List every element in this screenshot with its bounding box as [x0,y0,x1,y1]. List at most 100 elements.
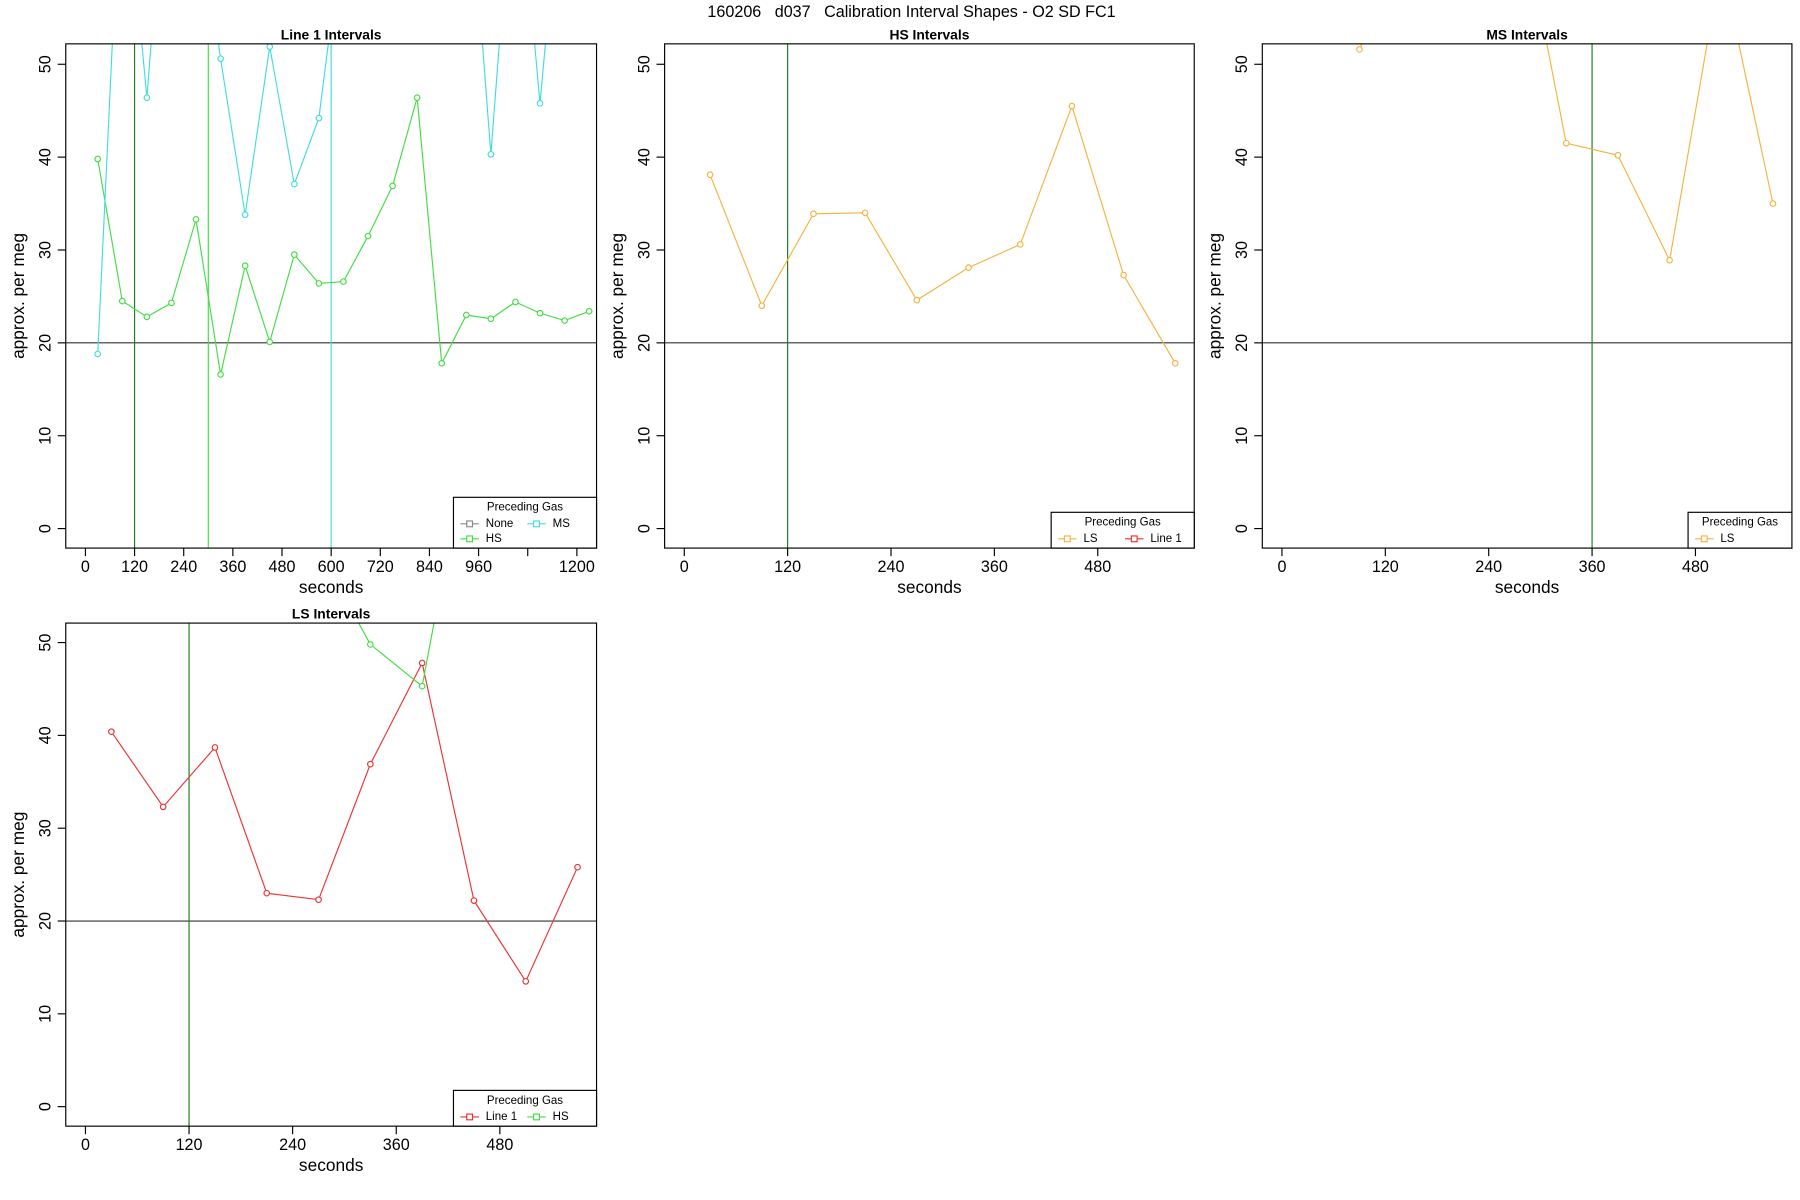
x-tick-label: 120 [121,558,148,576]
data-point [94,155,102,163]
figure-body: 160206 d037 Calibration Interval Shapes … [8,3,1793,1175]
data-point [315,280,323,287]
plot-area [1262,43,1792,549]
x-tick-label: 360 [219,558,246,576]
data-point [108,728,115,736]
y-tick-label: 0 [36,1102,54,1111]
legend-title: Preceding Gas [1702,517,1778,529]
data-point [522,978,530,985]
legend-box [452,1089,598,1127]
legend-title: Preceding Gas [487,1095,563,1107]
y-tick-label: 10 [36,427,54,445]
data-point [1016,241,1024,248]
plot-frame [1261,43,1793,549]
data-point [462,311,470,319]
x-tick-label: 360 [383,1136,410,1154]
plot-area [65,43,597,549]
legend: Preceding Gas Line 1 HS [452,1089,598,1127]
legend-symbol [466,1113,474,1121]
x-tick-label: 360 [981,558,1008,576]
data-point [364,232,372,240]
y-tick-label: 20 [36,912,54,930]
data-point [512,298,519,306]
legend-symbol [466,520,474,528]
data-point [706,171,714,179]
legend: Preceding Gas None HS MS [452,496,598,549]
x-tick-label: 0 [680,558,689,576]
panel-title: LS Intervals [292,606,371,622]
data-point [159,803,167,811]
legend-box [452,496,598,549]
data-point [367,641,374,648]
panel: HS Intervals 0 120 240 360 480 0 10 20 30 40 50 seco… [607,26,1195,597]
data-point [1120,271,1127,279]
y-tick-label: 10 [1233,427,1251,445]
series-line [97,97,590,375]
x-tick-label: 480 [1682,558,1709,576]
x-tick-label: 240 [1475,558,1502,576]
panel-title: Line 1 Intervals [281,26,382,42]
y-tick-label: 30 [1233,241,1251,259]
x-tick-label: 960 [465,558,492,576]
data-point [758,302,766,310]
x-tick-label: 480 [269,558,296,576]
x-tick-label: 120 [1372,558,1399,576]
y-tick-label: 50 [36,634,54,652]
series-line [358,623,435,688]
data-point [217,55,224,63]
data-point [561,317,568,324]
data-point [143,313,151,321]
legend-title: Preceding Gas [1085,517,1161,529]
data-point [211,744,219,751]
data-point [1614,151,1622,159]
panel: LS Intervals 0 120 240 360 480 0 10 20 30 40 50 seco… [8,606,598,1175]
plot-area [664,43,1195,549]
x-axis-label: seconds [897,577,962,597]
data-point [418,682,426,690]
legend-label: HS [553,1111,569,1123]
y-axis-label: approx. per meg [8,812,28,938]
data-point [290,180,298,188]
series-line [110,661,579,983]
x-tick-label: 360 [1579,558,1606,576]
y-tick-label: 40 [36,726,54,744]
y-tick-label: 0 [36,524,54,533]
data-point [585,307,593,315]
legend-label: None [486,518,514,530]
data-point [536,309,544,317]
data-point [315,114,323,122]
y-tick-label: 30 [36,241,54,259]
legend-label: Line 1 [486,1111,517,1123]
y-tick-label: 10 [635,427,653,445]
data-point [536,99,544,107]
panel: Line 1 Intervals 0 120 240 360 480 600 720 840 96… [8,26,598,597]
data-point [1769,200,1777,207]
y-tick-label: 50 [635,55,653,73]
y-tick-label: 50 [1233,55,1251,73]
data-point [1666,256,1673,264]
data-point [241,262,249,270]
y-axis-label: approx. per meg [8,233,28,359]
x-axis-label: seconds [299,577,364,597]
x-tick-label: 0 [81,1136,90,1154]
legend-box [1050,511,1195,549]
legend: Preceding Gas LS [1687,511,1793,549]
data-point [1356,46,1363,53]
legend-symbol [1130,535,1138,543]
y-tick-label: 40 [1233,148,1251,166]
data-point [290,251,298,258]
x-tick-label: 120 [774,558,801,576]
data-point [574,863,581,871]
x-tick-label: 240 [878,558,905,576]
data-point [470,897,478,904]
data-point [118,297,126,305]
panel-title: HS Intervals [889,26,969,42]
y-axis-label: approx. per meg [607,233,627,359]
legend-label: HS [486,533,502,545]
data-point [94,350,102,358]
legend-symbol [533,520,540,528]
data-point [192,216,200,223]
data-point [913,296,921,304]
data-point [413,94,421,102]
